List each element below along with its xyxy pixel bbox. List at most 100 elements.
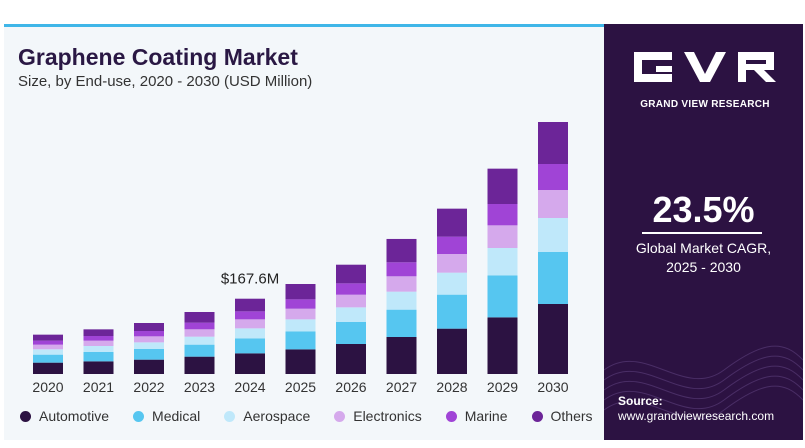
bar-aerospace-2024: [235, 328, 265, 339]
bar-others-2026: [336, 264, 366, 284]
bar-others-2021: [83, 329, 114, 336]
bar-aerospace-2025: [285, 319, 316, 332]
bar-marine-2029: [487, 204, 518, 226]
cagr-value: 23.5%: [652, 189, 755, 230]
legend-swatch: [224, 410, 236, 422]
bar-others-2024: [235, 298, 265, 312]
bar-others-2020: [33, 334, 63, 341]
bar-medical-2022: [134, 349, 164, 360]
legend-item-others: Others: [531, 408, 593, 424]
bar-aerospace-2028: [437, 272, 467, 295]
legend-swatch: [20, 410, 31, 422]
legend-label: Aerospace: [243, 408, 311, 424]
bar-others-2025: [285, 284, 316, 300]
bar-marine-2022: [134, 331, 164, 337]
legend-swatch: [133, 410, 145, 422]
bar-aerospace-2023: [184, 336, 215, 345]
x-tick-label: 2021: [83, 379, 114, 395]
bar-others-2022: [134, 323, 164, 331]
bar-electronics-2022: [134, 336, 164, 343]
x-tick-label: 2028: [436, 379, 467, 395]
bar-electronics-2021: [83, 340, 114, 346]
bar-automotive-2023: [184, 356, 215, 374]
bar-electronics-2028: [437, 254, 467, 273]
bar-medical-2025: [285, 331, 316, 350]
legend-item-automotive: Automotive: [20, 408, 109, 424]
bar-marine-2024: [235, 311, 265, 320]
bar-medical-2029: [487, 275, 518, 318]
bar-electronics-2027: [386, 276, 417, 292]
bar-marine-2026: [336, 283, 366, 295]
bar-marine-2027: [386, 262, 417, 277]
legend-item-marine: Marine: [445, 408, 508, 424]
x-tick-label: 2025: [285, 379, 316, 395]
bar-aerospace-2020: [33, 349, 63, 355]
x-tick-label: 2022: [133, 379, 164, 395]
cagr-divider: [642, 232, 762, 234]
legend-swatch: [445, 410, 457, 422]
x-tick-label: 2024: [234, 379, 265, 395]
bar-others-2030: [538, 122, 568, 164]
bar-others-2027: [386, 238, 417, 263]
bar-marine-2028: [437, 236, 467, 254]
brand-name: GRAND VIEW RESEARCH: [640, 99, 770, 110]
legend-label: Marine: [464, 408, 508, 424]
bar-electronics-2025: [285, 308, 316, 320]
cagr-label: Global Market CAGR, 2025 - 2030: [604, 239, 803, 277]
x-tick-label: 2026: [335, 379, 366, 395]
bar-automotive-2022: [134, 359, 164, 374]
bar-marine-2021: [83, 336, 114, 341]
bar-aerospace-2029: [487, 248, 518, 276]
bar-aerospace-2030: [538, 218, 568, 252]
bar-others-2029: [487, 168, 518, 204]
side-panel: GRAND VIEW RESEARCH 23.5% Global Market …: [604, 24, 803, 440]
bar-electronics-2024: [235, 319, 265, 329]
legend-label: Automotive: [39, 408, 110, 424]
bar-aerospace-2022: [134, 342, 164, 349]
bar-automotive-2024: [235, 353, 265, 374]
bar-marine-2025: [285, 299, 316, 309]
legend-item-medical: Medical: [133, 408, 200, 424]
bar-electronics-2023: [184, 329, 215, 337]
bar-medical-2028: [437, 294, 467, 329]
cagr-label-line1: Global Market CAGR,: [635, 240, 772, 256]
legend-swatch: [334, 410, 346, 422]
bar-automotive-2028: [437, 328, 467, 374]
legend-item-aerospace: Aerospace: [224, 408, 310, 424]
bar-others-2028: [437, 208, 467, 237]
bar-medical-2020: [33, 354, 63, 363]
bar-aerospace-2026: [336, 307, 366, 322]
legend-label: Medical: [152, 408, 201, 424]
source-label: Source:: [618, 394, 663, 408]
legend-swatch: [531, 410, 543, 422]
legend-item-electronics: Electronics: [334, 408, 422, 424]
x-tick-label: 2023: [184, 379, 215, 395]
bar-automotive-2020: [33, 362, 63, 374]
cagr-label-line2: 2025 - 2030: [666, 259, 741, 275]
bar-electronics-2030: [538, 190, 568, 218]
bar-automotive-2030: [538, 304, 568, 374]
bar-automotive-2021: [83, 361, 114, 374]
x-tick-label: 2030: [537, 379, 568, 395]
bar-automotive-2026: [336, 344, 366, 374]
decorative-wave: [604, 345, 803, 420]
bar-marine-2030: [538, 164, 568, 190]
bar-aerospace-2027: [386, 291, 417, 310]
bar-aerospace-2021: [83, 346, 114, 352]
source-block: Source: www.grandviewresearch.com: [618, 394, 774, 424]
chart-title: Graphene Coating Market: [18, 44, 298, 70]
chart-subtitle: Size, by End-use, 2020 - 2030 (USD Milli…: [18, 73, 313, 90]
x-tick-label: 2020: [32, 379, 63, 395]
legend-label: Electronics: [353, 408, 422, 424]
gvr-logo-icon: [634, 52, 776, 82]
bar-marine-2023: [184, 322, 215, 330]
legend-label: Others: [550, 408, 593, 424]
bar-automotive-2025: [285, 349, 316, 374]
bar-medical-2023: [184, 344, 215, 357]
chart-legend: Automotive Medical Aerospace Electronics Mar…: [20, 408, 617, 424]
x-tick-label: 2027: [386, 379, 417, 395]
bar-others-2023: [184, 312, 215, 323]
bar-medical-2024: [235, 338, 265, 354]
source-url: www.grandviewresearch.com: [618, 409, 775, 423]
